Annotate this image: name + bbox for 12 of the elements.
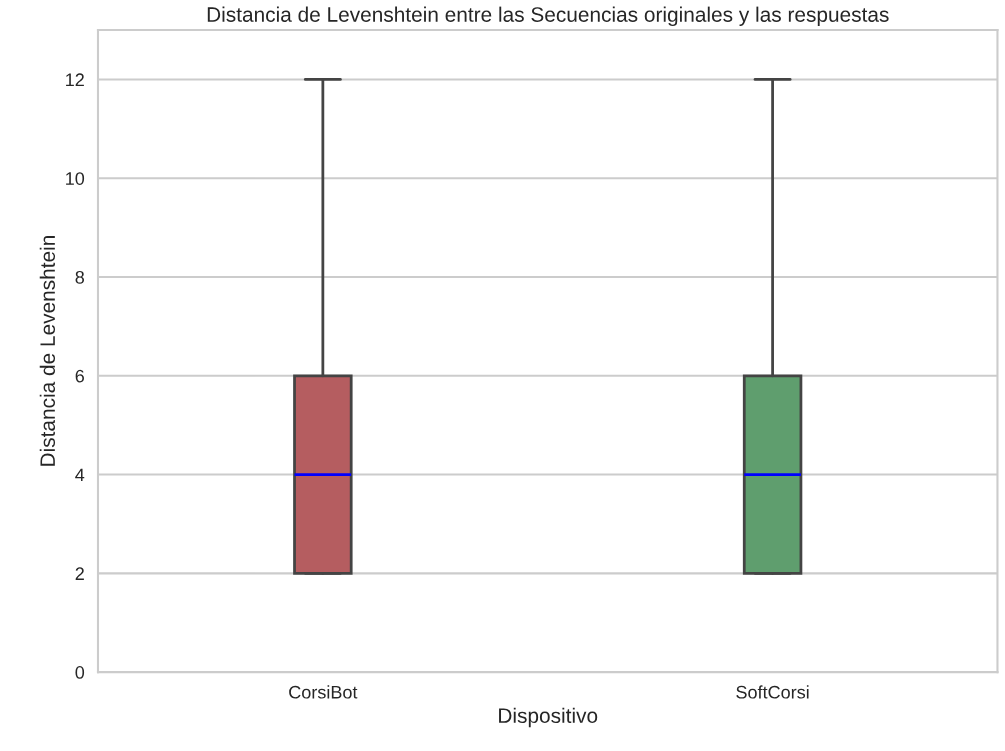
- y-tick-label: 12: [66, 73, 84, 86]
- y-tick-label: 10: [66, 172, 85, 185]
- x-tick-label: CorsiBot: [289, 685, 358, 699]
- y-tick-label: 2: [75, 567, 84, 580]
- y-tick-label: 0: [75, 666, 85, 679]
- x-axis-title: Dispositivo: [499, 707, 598, 728]
- y-tick-label: 8: [75, 270, 85, 284]
- chart-title: Distancia de Levenshtein entre las Secuencias originales y las respuestas: [207, 6, 889, 27]
- y-axis-title: Distancia de Levenshtein: [39, 236, 56, 466]
- y-tick-label: 4: [75, 468, 85, 482]
- y-tick-label: 6: [75, 369, 84, 383]
- x-tick-label: SoftCorsi: [736, 685, 809, 699]
